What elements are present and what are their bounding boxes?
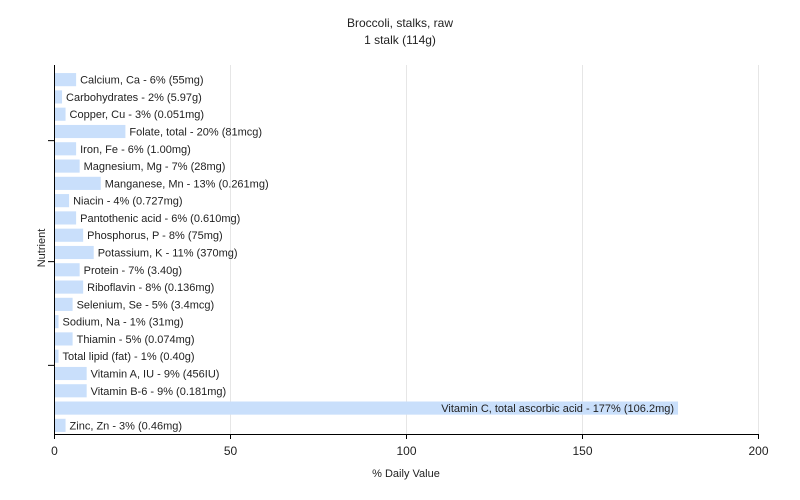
- x-tick-label: 100: [396, 444, 416, 458]
- x-tick-label: 150: [572, 444, 592, 458]
- bar: [55, 297, 73, 311]
- bar: [55, 315, 59, 329]
- bar: [55, 349, 59, 363]
- bar: [55, 263, 80, 277]
- bar-label: Protein - 7% (3.40g): [84, 265, 182, 277]
- x-axis-label: % Daily Value: [372, 468, 440, 480]
- x-tick-label: 50: [224, 444, 238, 458]
- bar: [55, 73, 77, 87]
- bar-label: Copper, Cu - 3% (0.051mg): [70, 109, 205, 121]
- bar-label: Folate, total - 20% (81mcg): [129, 127, 262, 139]
- bar-label: Thiamin - 5% (0.074mg): [77, 334, 195, 346]
- bars: Calcium, Ca - 6% (55mg) Carbohydrates - 2…: [55, 73, 679, 432]
- x-tick-label: 0: [51, 444, 58, 458]
- bar: [55, 228, 84, 242]
- bar: [55, 90, 63, 104]
- bar: [55, 124, 126, 139]
- bar-label: Manganese, Mn - 13% (0.261mg): [105, 178, 269, 190]
- bar-label: Selenium, Se - 5% (3.4mcg): [77, 299, 215, 311]
- bar-label: Calcium, Ca - 6% (55mg): [80, 75, 203, 87]
- bar: [55, 245, 94, 260]
- bar: [55, 280, 84, 294]
- bar-label: Total lipid (fat) - 1% (0.40g): [63, 351, 195, 363]
- bar: [55, 107, 66, 121]
- bar-label: Riboflavin - 8% (0.136mg): [87, 282, 214, 294]
- bar: [55, 384, 87, 398]
- bar: [55, 332, 73, 346]
- bar: [55, 142, 77, 156]
- bar-label: Niacin - 4% (0.727mg): [73, 196, 182, 208]
- bar: [55, 401, 679, 415]
- axes: 0 50 100 150 200: [48, 65, 769, 458]
- chart-subtitle: 1 stalk (114g): [364, 33, 436, 47]
- bar: [55, 159, 80, 173]
- bar: [55, 176, 101, 190]
- bar: [55, 194, 70, 208]
- x-tick-label: 200: [748, 444, 768, 458]
- bar-label: Vitamin B-6 - 9% (0.181mg): [91, 386, 227, 398]
- bar-label: Pantothenic acid - 6% (0.610mg): [80, 213, 240, 225]
- y-axis-label: Nutrient: [36, 229, 48, 268]
- bar-label: Zinc, Zn - 3% (0.46mg): [70, 420, 182, 432]
- chart-title: Broccoli, stalks, raw: [347, 16, 453, 30]
- bar-label: Magnesium, Mg - 7% (28mg): [84, 161, 226, 173]
- bar: [55, 366, 87, 381]
- bar-label: Sodium, Na - 1% (31mg): [63, 317, 184, 329]
- bar: [55, 211, 77, 225]
- grid-lines: [230, 65, 759, 434]
- bar-label: Phosphorus, P - 8% (75mg): [87, 230, 223, 242]
- bar-label: Vitamin C, total ascorbic acid - 177% (1…: [441, 403, 674, 415]
- bar-label: Iron, Fe - 6% (1.00mg): [80, 144, 191, 156]
- bar: [55, 418, 66, 432]
- bar-label: Carbohydrates - 2% (5.97g): [66, 92, 202, 104]
- bar-label: Potassium, K - 11% (370mg): [98, 248, 238, 260]
- bar-label: Vitamin A, IU - 9% (456IU): [91, 369, 220, 381]
